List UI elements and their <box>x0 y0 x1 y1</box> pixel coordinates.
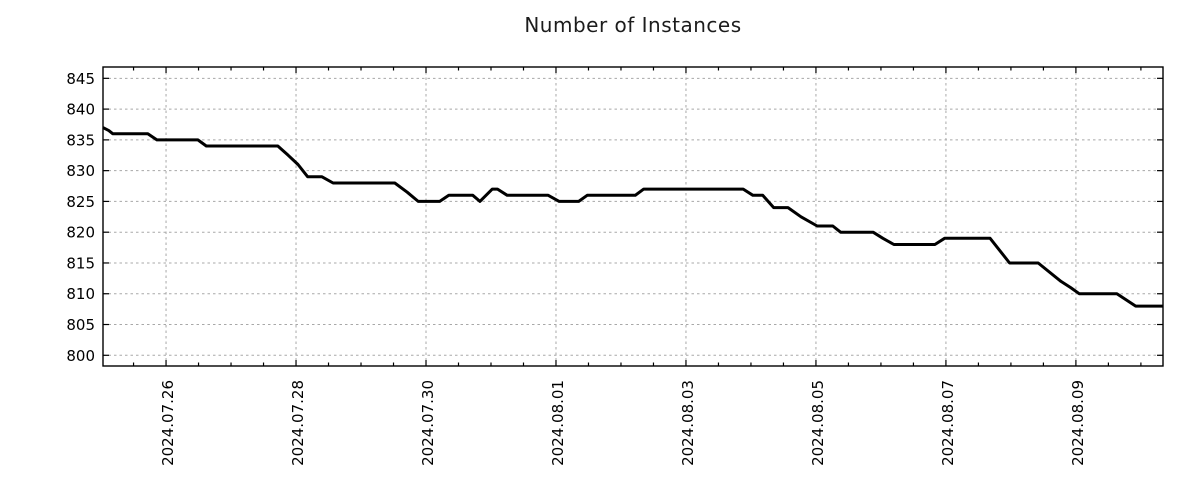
x-tick-label: 2024.07.30 <box>419 380 437 466</box>
grid-layer <box>103 67 1163 366</box>
x-tick-label: 2024.08.03 <box>679 380 697 466</box>
y-tick-label: 820 <box>66 224 95 242</box>
plot-border <box>102 66 1164 367</box>
y-tick-label: 805 <box>66 316 95 334</box>
y-tick-label: 835 <box>66 131 95 149</box>
y-tick-label: 840 <box>66 101 95 119</box>
tick-layer <box>103 67 1163 366</box>
y-tick-label: 825 <box>66 193 95 211</box>
y-tick-label: 845 <box>66 70 95 88</box>
x-tick-label: 2024.08.05 <box>809 380 827 466</box>
data-line-instances <box>102 126 1163 308</box>
chart-title: Number of Instances <box>524 13 742 37</box>
x-tick-label: 2024.07.26 <box>159 380 177 466</box>
y-tick-label: 830 <box>66 162 95 180</box>
x-tick-label: 2024.08.07 <box>939 380 957 466</box>
x-tick-label: 2024.08.01 <box>549 380 567 466</box>
y-tick-label: 810 <box>66 285 95 303</box>
label-layer: 800 805 810 815 820 825 830 835 840 845 2024.07.26… <box>66 70 1087 466</box>
y-tick-label: 800 <box>66 347 95 365</box>
x-tick-label: 2024.07.28 <box>289 380 307 466</box>
y-tick-label: 815 <box>66 254 95 272</box>
series-layer <box>102 126 1163 308</box>
x-tick-label: 2024.08.09 <box>1069 380 1087 466</box>
